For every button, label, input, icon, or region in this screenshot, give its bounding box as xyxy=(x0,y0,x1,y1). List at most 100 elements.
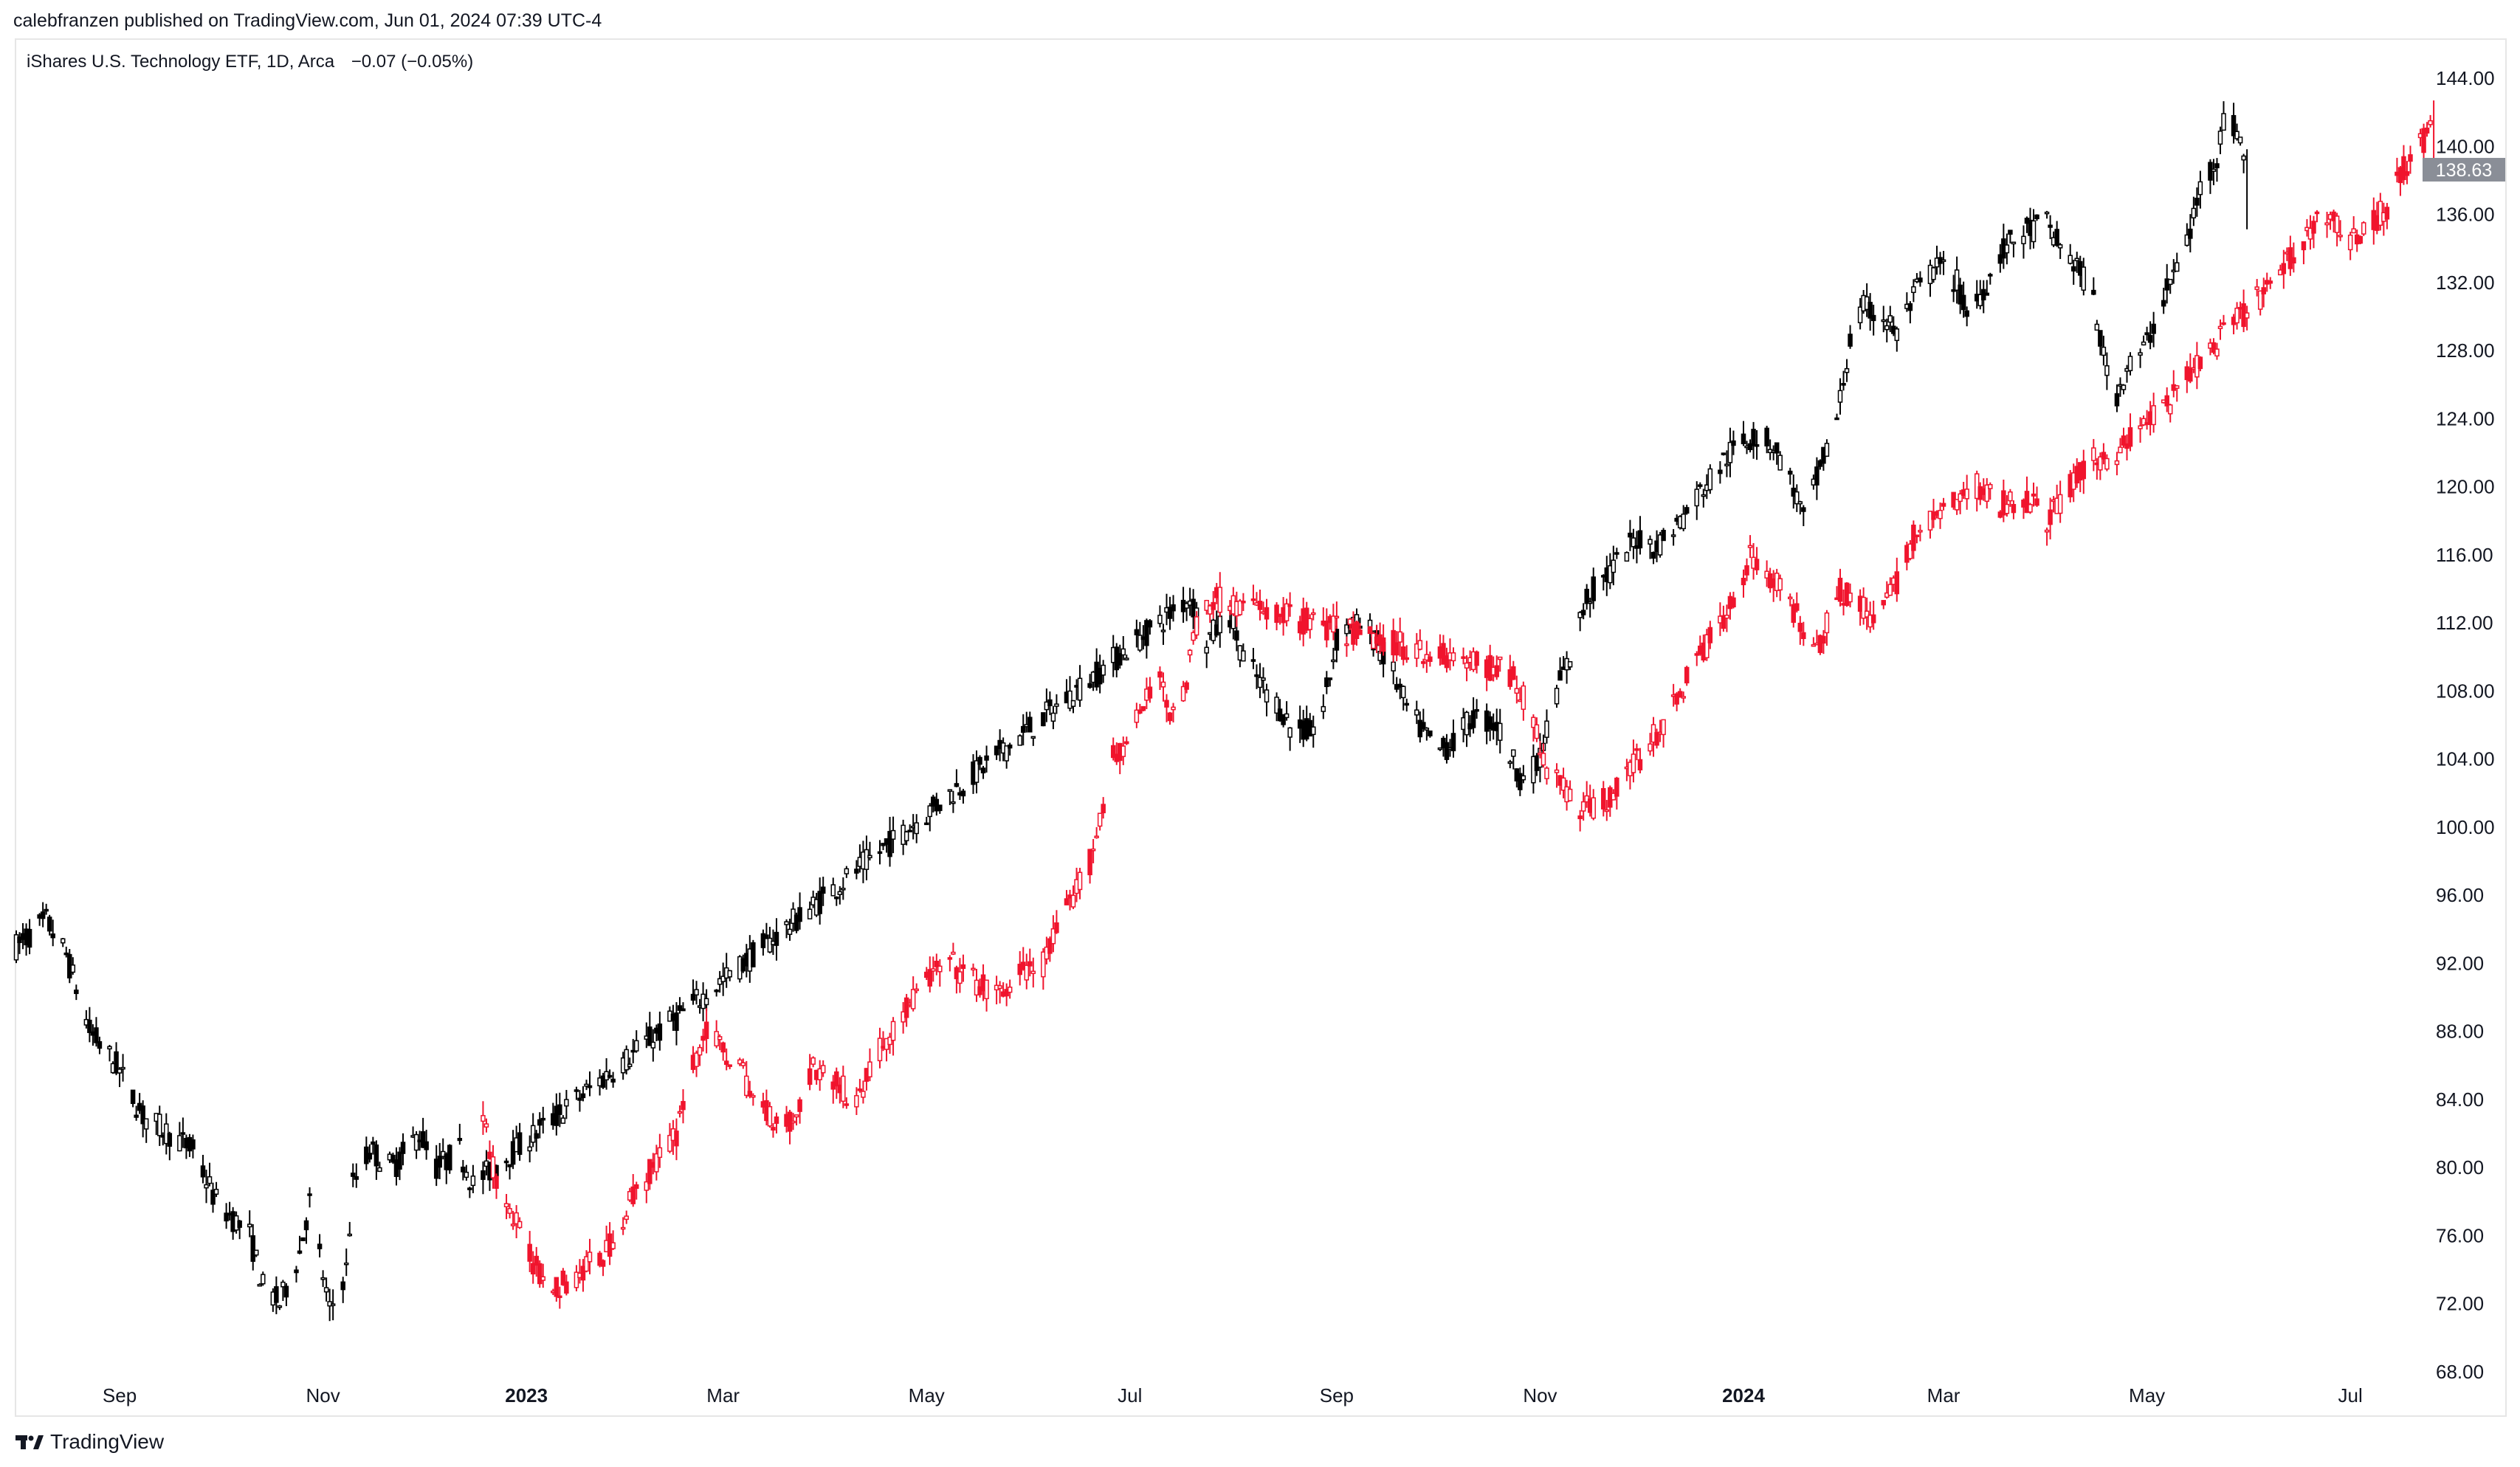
candle-body xyxy=(1654,732,1659,746)
candle-body xyxy=(1741,577,1746,586)
candle-body xyxy=(1118,653,1123,666)
candle-body xyxy=(2138,352,2143,356)
candle-body xyxy=(2138,425,2143,429)
candle-body xyxy=(2057,244,2063,249)
candle-body xyxy=(1984,292,1990,296)
candle-body xyxy=(1417,640,1423,650)
candle-body xyxy=(481,1170,486,1180)
candle-body xyxy=(1041,712,1046,727)
candle-body xyxy=(1021,725,1026,734)
x-tick-label: 2024 xyxy=(1722,1384,1765,1406)
candle-body xyxy=(481,1115,486,1122)
candle-body xyxy=(1661,530,1666,542)
candle-body xyxy=(371,1141,376,1145)
candle-body xyxy=(1157,671,1163,678)
candle-body xyxy=(564,1281,569,1294)
candle-body xyxy=(503,1203,509,1208)
y-tick-label: 132.00 xyxy=(2436,272,2495,294)
candle-body xyxy=(890,829,896,840)
candle-body xyxy=(1848,334,1853,347)
candle-body xyxy=(1670,534,1676,537)
candle-body xyxy=(554,1277,560,1297)
candle-body xyxy=(461,1166,466,1173)
candle-body xyxy=(1577,815,1583,820)
candle-body xyxy=(1567,660,1573,668)
candle-body xyxy=(1120,648,1126,656)
candle-body xyxy=(980,767,986,774)
candle-body xyxy=(1124,657,1129,660)
candle-body xyxy=(1120,745,1126,757)
candle-body xyxy=(1764,427,1769,446)
x-tick-label: Sep xyxy=(1320,1384,1354,1406)
candle-body xyxy=(1281,714,1286,725)
candle-body xyxy=(1097,812,1103,827)
candle-body xyxy=(400,1142,406,1154)
candle-body xyxy=(74,990,79,995)
candle-body xyxy=(1580,610,1586,615)
candle-body xyxy=(1584,588,1589,604)
candle-body xyxy=(2144,332,2149,336)
candle-body xyxy=(1470,710,1476,728)
candle-body xyxy=(1954,499,1960,511)
candle-body xyxy=(797,907,802,922)
candle-body xyxy=(1254,674,1259,677)
candle-body xyxy=(1257,601,1263,610)
candle-body xyxy=(1394,642,1400,656)
candle-body xyxy=(1721,452,1727,455)
candle-body xyxy=(747,1091,753,1097)
candle-body xyxy=(610,1242,616,1249)
candle-body xyxy=(1424,728,1430,731)
candle-body xyxy=(557,1295,562,1299)
candle-body xyxy=(564,1099,569,1107)
candle-body xyxy=(1718,469,1723,474)
candle-body xyxy=(1801,507,1806,512)
candle-body xyxy=(1864,610,1870,618)
candle-body xyxy=(834,896,839,900)
candle-body xyxy=(1870,614,1876,624)
candle-body xyxy=(1724,463,1729,466)
candle-body xyxy=(2217,325,2223,329)
candle-body xyxy=(844,1103,850,1106)
candle-body xyxy=(1257,677,1263,688)
candle-body xyxy=(861,1091,866,1098)
candle-body xyxy=(633,1040,639,1052)
candle-body xyxy=(697,1046,703,1056)
candle-body xyxy=(1241,601,1246,604)
candle-body xyxy=(1274,697,1279,714)
candle-body xyxy=(650,1041,656,1049)
candle-body xyxy=(2161,300,2166,307)
candle-body xyxy=(1931,267,1936,280)
candle-body xyxy=(483,1123,489,1128)
candle-body xyxy=(1754,444,1760,447)
candle-body xyxy=(620,1226,626,1230)
candle-body xyxy=(1327,677,1333,680)
candle-body xyxy=(1437,747,1443,750)
candle-body xyxy=(274,1286,279,1303)
y-tick-label: 140.00 xyxy=(2436,135,2495,157)
candle-body xyxy=(2217,131,2223,145)
candle-body xyxy=(1428,730,1433,736)
candle-body xyxy=(1911,524,1916,551)
candle-body xyxy=(1557,670,1563,681)
candle-body xyxy=(494,1176,499,1189)
candle-body xyxy=(2068,255,2073,264)
candle-body xyxy=(1634,748,1639,751)
candle-body xyxy=(1747,443,1753,450)
x-tick-label: Jul xyxy=(2338,1384,2363,1406)
candle-body xyxy=(1054,703,1059,707)
published-line: calebfranzen published on TradingView.co… xyxy=(13,10,602,31)
candle-body xyxy=(677,1005,683,1011)
candle-body xyxy=(1070,700,1076,707)
candle-body xyxy=(1604,809,1610,812)
candle-body xyxy=(97,1040,103,1049)
candle-body xyxy=(1397,683,1402,688)
candle-body xyxy=(507,1164,512,1167)
candle-body xyxy=(1811,643,1817,647)
candle-body xyxy=(1984,484,1990,502)
candle-body xyxy=(810,1057,816,1065)
candle-body xyxy=(224,1212,229,1222)
candle-body xyxy=(1077,677,1083,701)
candle-body xyxy=(1814,466,1820,486)
candle-body xyxy=(1507,761,1513,764)
